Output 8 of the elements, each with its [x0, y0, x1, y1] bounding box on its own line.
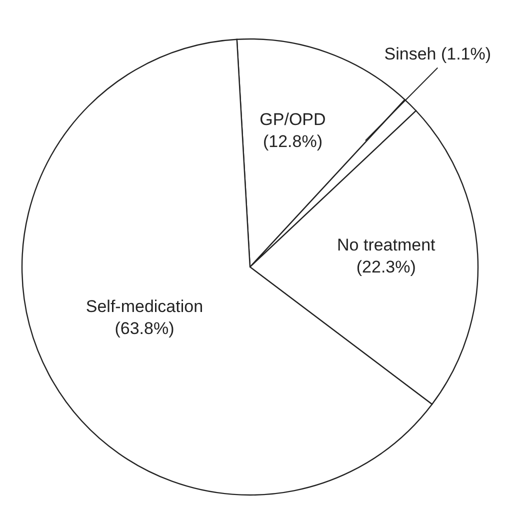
slice-label: Sinseh: [384, 44, 436, 64]
data-label: (12.8%): [262, 132, 323, 151]
data-label: (22.3%): [356, 257, 416, 276]
slice-label: GP/OPD: [260, 110, 326, 129]
slice-label: Self-medication: [86, 296, 204, 316]
slice-label: No treatment: [337, 235, 436, 254]
data-label: (63.8%): [114, 318, 174, 338]
data-label: (1.1%): [440, 44, 492, 64]
